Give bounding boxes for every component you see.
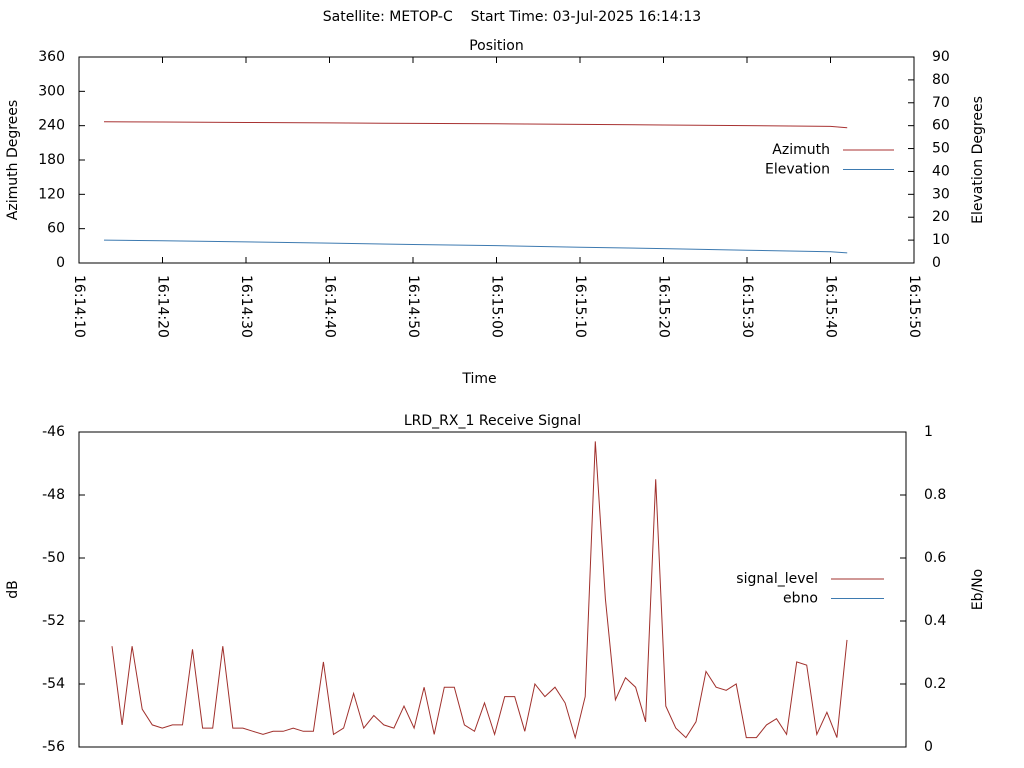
- x-tick-label: 16:14:50: [405, 275, 421, 338]
- series-line: [103, 121, 848, 129]
- y-axis-label: Azimuth Degrees: [5, 100, 21, 220]
- y-axis-label: dB: [5, 580, 21, 599]
- y2-tick-label: 0.2: [924, 676, 946, 692]
- legend-label: ebno: [783, 591, 818, 607]
- plot-frame: [78, 431, 907, 748]
- y-tick-label: 120: [38, 186, 65, 202]
- y2-tick-label: 10: [932, 232, 950, 248]
- series-line: [111, 441, 848, 740]
- x-tick-label: 16:14:10: [71, 275, 87, 338]
- x-tick-label: 16:15:50: [906, 275, 922, 338]
- legend-label: signal_level: [736, 571, 818, 587]
- y2-tick-label: 0: [924, 739, 933, 755]
- y-tick-label: -52: [42, 613, 65, 629]
- x-tick-label: 16:15:40: [823, 275, 839, 338]
- plot-title: LRD_RX_1 Receive Signal: [404, 413, 581, 429]
- y2-tick-label: 70: [932, 95, 950, 111]
- y2-tick-label: 50: [932, 141, 950, 157]
- y-tick-label: 300: [38, 83, 65, 99]
- y-tick-label: -54: [42, 676, 65, 692]
- page-title: Satellite: METOP-C Start Time: 03-Jul-20…: [323, 9, 701, 25]
- legend-label: Azimuth: [772, 142, 830, 158]
- y2-tick-label: 0.4: [924, 613, 946, 629]
- y2-tick-label: 20: [932, 209, 950, 225]
- y2-tick-label: 80: [932, 72, 950, 88]
- y-tick-label: -56: [42, 739, 65, 755]
- x-tick-label: 16:15:20: [656, 275, 672, 338]
- plot-title: Position: [469, 38, 524, 54]
- y-tick-label: -50: [42, 550, 65, 566]
- y-tick-label: 0: [56, 255, 65, 271]
- x-tick-label: 16:14:40: [322, 275, 338, 338]
- y2-axis-label: Eb/No: [970, 569, 986, 611]
- y2-tick-label: 0: [932, 255, 941, 271]
- y2-tick-label: 60: [932, 118, 950, 134]
- x-tick-label: 16:14:20: [155, 275, 171, 338]
- y-tick-label: 180: [38, 152, 65, 168]
- x-tick-label: 16:15:00: [489, 275, 505, 338]
- y-tick-label: 240: [38, 118, 65, 134]
- y2-tick-label: 1: [924, 424, 933, 440]
- y2-tick-label: 0.6: [924, 550, 946, 566]
- y-tick-label: 60: [47, 221, 65, 237]
- y-tick-label: 360: [38, 49, 65, 65]
- x-tick-label: 16:15:30: [739, 275, 755, 338]
- y2-axis-label: Elevation Degrees: [970, 96, 986, 224]
- x-tick-label: 16:14:30: [238, 275, 254, 338]
- y-tick-label: -48: [42, 487, 65, 503]
- y-tick-label: -46: [42, 424, 65, 440]
- legend-label: Elevation: [765, 162, 830, 178]
- y2-tick-label: 30: [932, 186, 950, 202]
- series-line: [103, 239, 848, 254]
- x-axis-label: Time: [461, 371, 496, 387]
- y2-tick-label: 90: [932, 49, 950, 65]
- y2-tick-label: 40: [932, 163, 950, 179]
- y2-tick-label: 0.8: [924, 487, 946, 503]
- x-tick-label: 16:15:10: [572, 275, 588, 338]
